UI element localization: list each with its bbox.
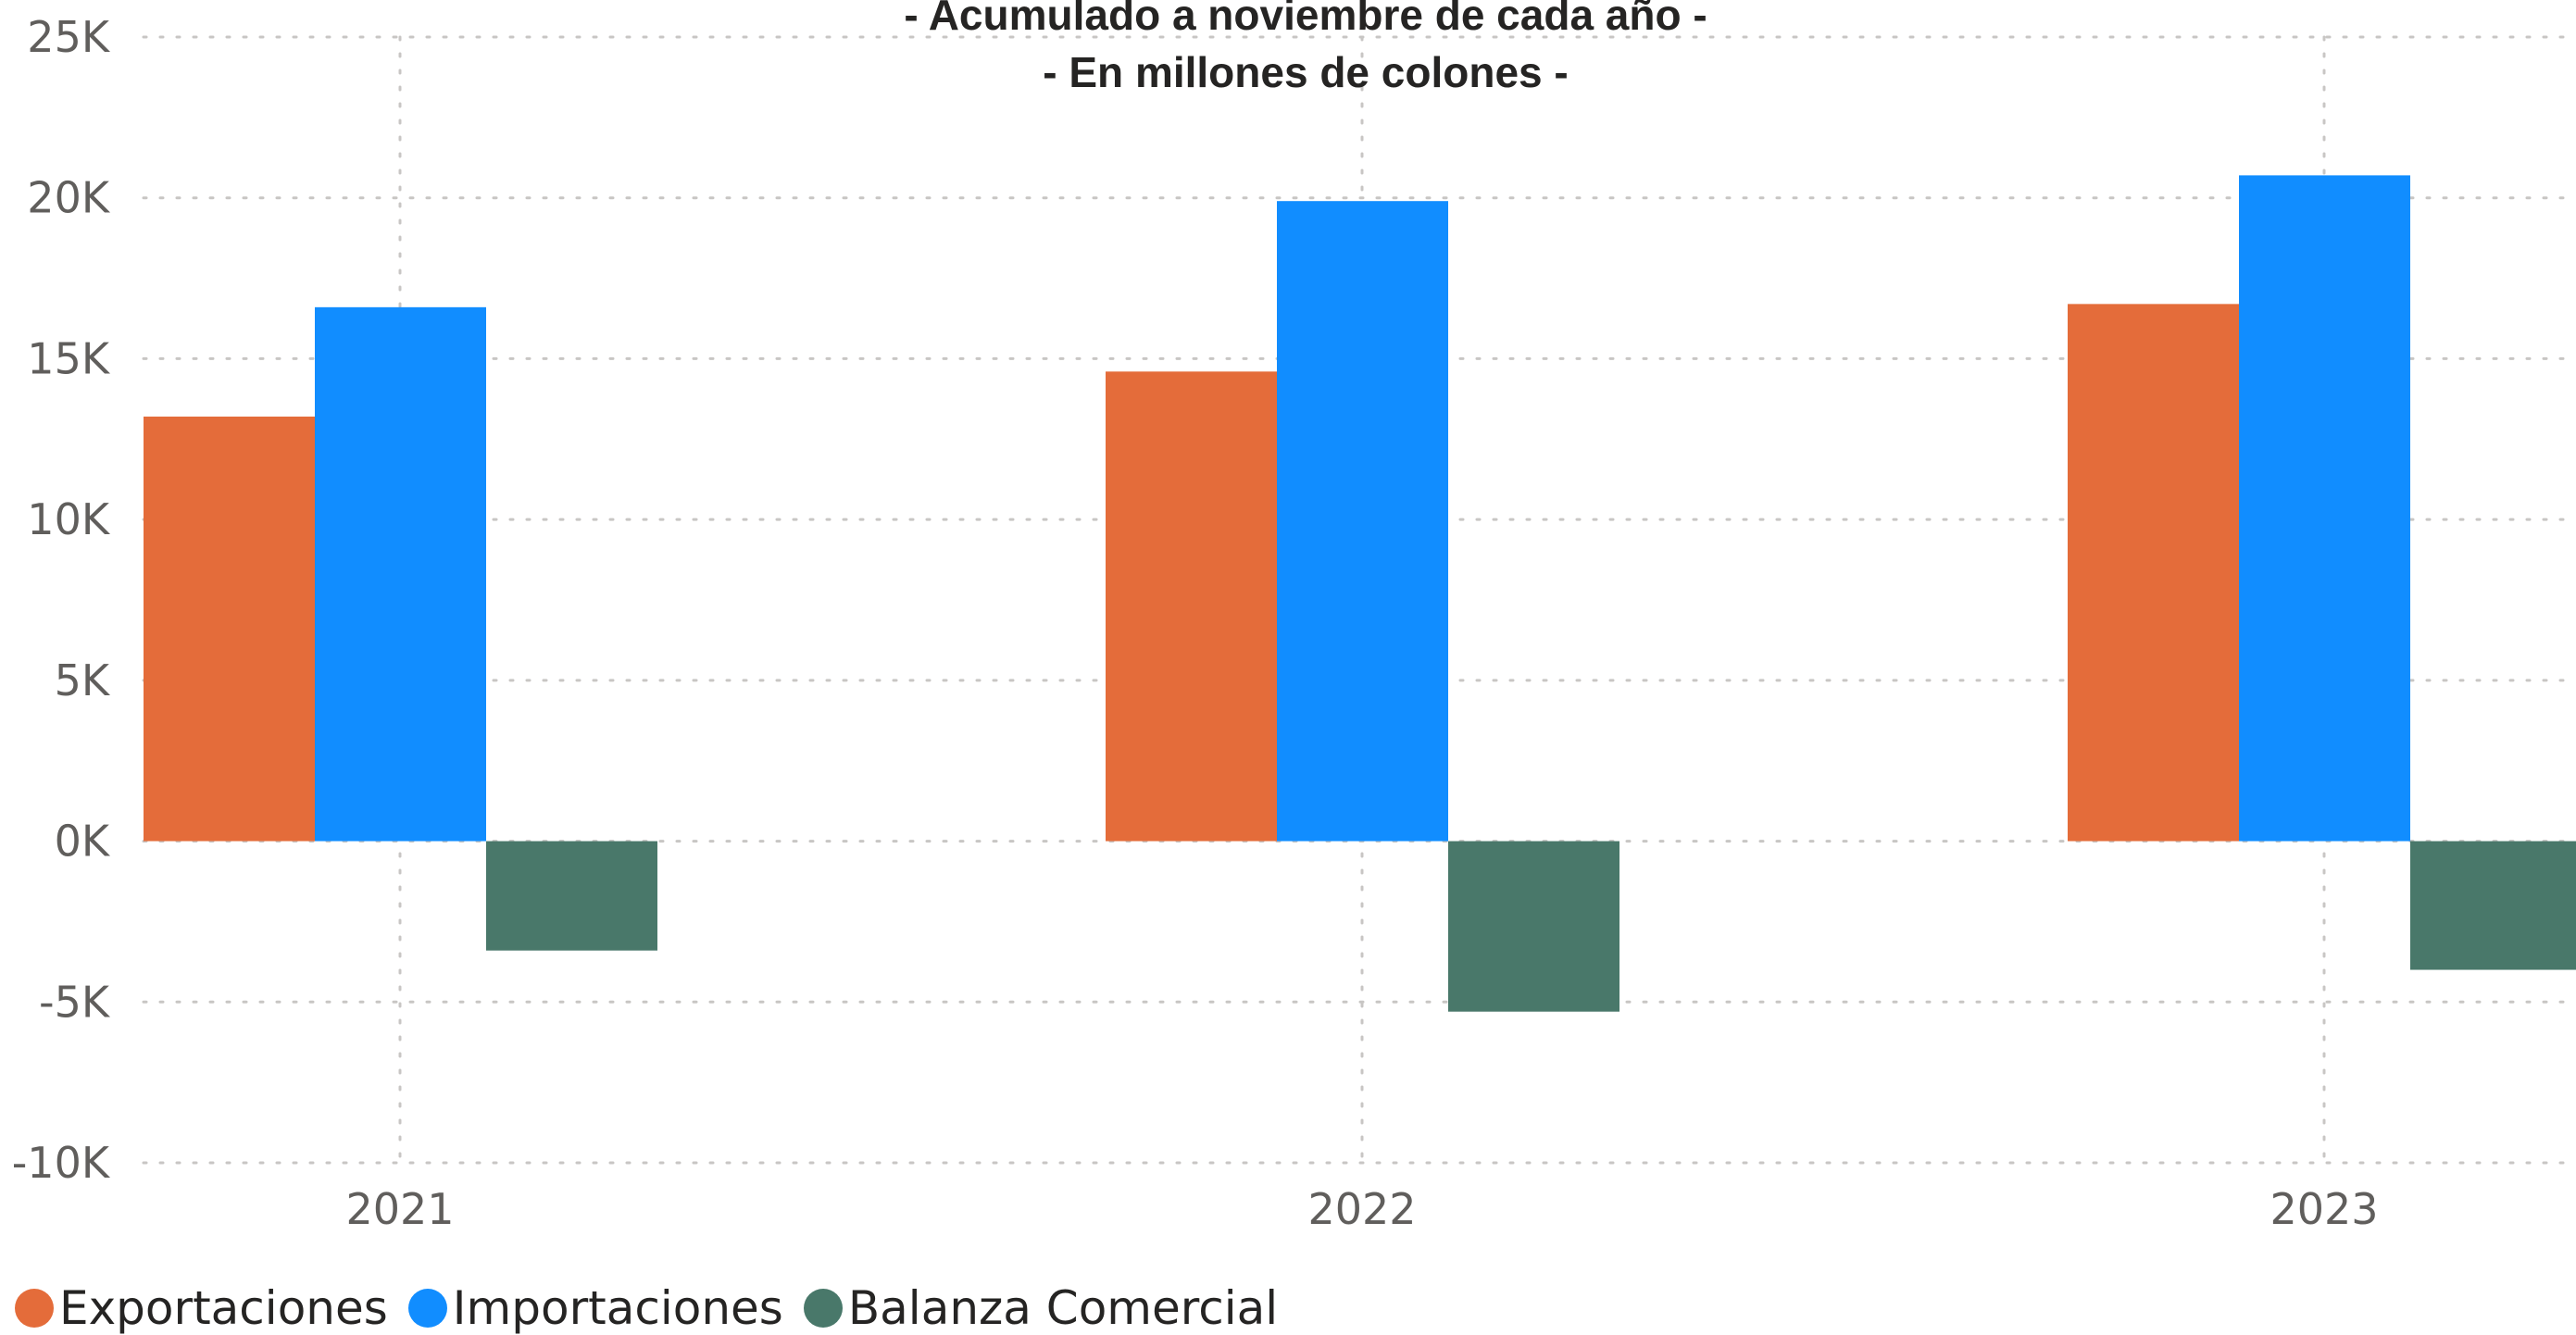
chart-title-line-2: - En millones de colones - — [1043, 48, 1568, 96]
y-tick-label: 0K — [55, 817, 111, 867]
x-axis: 2021 2022 2023 — [345, 1184, 2378, 1234]
y-tick-label: 15K — [27, 333, 111, 383]
y-tick-label: -10K — [12, 1138, 111, 1188]
legend-item-balanza-comercial[interactable]: Balanza Comercial — [803, 1281, 1279, 1335]
bar-exportaciones-2021[interactable] — [144, 416, 315, 842]
y-tick-label: 25K — [27, 12, 111, 62]
legend-marker-importaciones — [407, 1289, 447, 1328]
bar-balanza-comercial-2021[interactable] — [486, 841, 657, 951]
x-tick-label: 2021 — [345, 1184, 454, 1234]
y-tick-label: 20K — [27, 173, 111, 223]
legend-item-importaciones[interactable]: Importaciones — [407, 1281, 783, 1335]
bar-importaciones-2021[interactable] — [315, 306, 486, 842]
x-tick-label: 2022 — [1307, 1184, 1416, 1234]
y-tick-label: -5K — [39, 977, 111, 1027]
bar-importaciones-2023[interactable] — [2239, 175, 2410, 842]
y-axis: 25K 20K 15K 10K 5K 0K -5K -10K — [12, 12, 111, 1188]
legend-label: Balanza Comercial — [847, 1281, 1279, 1335]
legend-label: Importaciones — [452, 1281, 783, 1335]
legend-marker-exportaciones — [15, 1289, 54, 1328]
bar-importaciones-2022[interactable] — [1277, 201, 1448, 842]
legend-label: Exportaciones — [59, 1281, 388, 1335]
bar-exportaciones-2023[interactable] — [2068, 304, 2239, 842]
y-tick-label: 10K — [27, 494, 111, 544]
legend-item-exportaciones[interactable]: Exportaciones — [15, 1281, 388, 1335]
bar-balanza-comercial-2023[interactable] — [2410, 841, 2576, 970]
legend: Exportaciones Importaciones Balanza Come… — [15, 1281, 1298, 1335]
bar-balanza-comercial-2022[interactable] — [1448, 841, 1619, 1012]
chart-title-line-1: - Acumulado a noviembre de cada año - — [904, 0, 1707, 39]
y-tick-label: 5K — [55, 655, 111, 705]
bar-exportaciones-2022[interactable] — [1106, 371, 1277, 842]
bars — [144, 175, 2576, 1012]
x-tick-label: 2023 — [2270, 1184, 2378, 1234]
legend-marker-balanza-comercial — [803, 1289, 843, 1328]
